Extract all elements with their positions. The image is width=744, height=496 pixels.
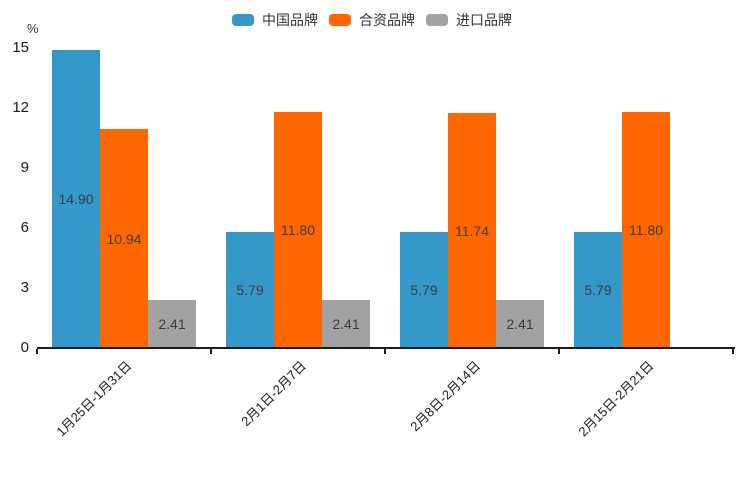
bar-series-0-cat-0 — [52, 50, 100, 348]
y-tick-label: 12 — [12, 99, 29, 116]
bar-series-2-cat-0 — [148, 300, 196, 348]
bar-value-label: 11.74 — [455, 222, 489, 239]
x-tick-label: 2月8日-2月14日 — [406, 358, 483, 435]
x-tick-label: 1月25日-1月31日 — [53, 358, 135, 440]
x-axis-tick — [558, 349, 560, 354]
legend-label: 合资品牌 — [359, 12, 415, 28]
bar-value-label: 14.90 — [58, 191, 94, 207]
x-axis-tick — [384, 349, 386, 354]
x-axis-tick — [210, 349, 212, 354]
legend-swatch — [232, 14, 254, 26]
bar-series-2-cat-2 — [496, 300, 544, 348]
x-axis-line — [37, 347, 735, 349]
bar-value-label: 5.79 — [236, 282, 264, 298]
chart-legend: 中国品牌 合资品牌 进口品牌 — [0, 10, 744, 30]
bar-series-0-cat-2 — [400, 232, 448, 348]
bar-value-label: 5.79 — [584, 282, 612, 298]
bar-series-1-cat-0 — [100, 129, 148, 348]
x-tick-label: 2月1日-2月7日 — [237, 358, 309, 430]
y-tick-label: 0 — [20, 339, 29, 356]
x-tick-label: 2月15日-2月21日 — [575, 358, 657, 440]
bar-series-1-cat-3 — [622, 112, 670, 348]
bar-value-label: 11.80 — [629, 222, 663, 238]
bar-value-label: 5.79 — [410, 282, 438, 298]
legend-item-series-1[interactable]: 合资品牌 — [329, 10, 415, 30]
bar-series-0-cat-3 — [574, 232, 622, 348]
legend-label: 中国品牌 — [262, 12, 318, 28]
y-tick-label: 9 — [20, 159, 29, 176]
bar-value-label: 2.41 — [332, 316, 360, 332]
legend-swatch — [329, 14, 351, 26]
bar-series-1-cat-2 — [448, 113, 496, 348]
legend-swatch — [426, 14, 448, 26]
legend-item-series-2[interactable]: 进口品牌 — [426, 10, 512, 30]
x-axis-tick — [732, 349, 734, 354]
bar-value-label: 11.80 — [281, 222, 315, 238]
bar-value-label: 2.41 — [158, 316, 186, 332]
bar-series-1-cat-1 — [274, 112, 322, 348]
y-tick-label: 3 — [20, 279, 29, 296]
legend-item-series-0[interactable]: 中国品牌 — [232, 10, 318, 30]
y-tick-label: 6 — [20, 219, 29, 236]
y-axis-unit-label: % — [27, 21, 39, 36]
y-tick-label: 15 — [12, 39, 29, 56]
bar-series-2-cat-1 — [322, 300, 370, 348]
bar-value-label: 2.41 — [506, 316, 534, 332]
bar-value-label: 10.94 — [106, 230, 142, 247]
bar-series-0-cat-1 — [226, 232, 274, 348]
x-axis-tick — [36, 349, 38, 354]
legend-label: 进口品牌 — [456, 12, 512, 28]
